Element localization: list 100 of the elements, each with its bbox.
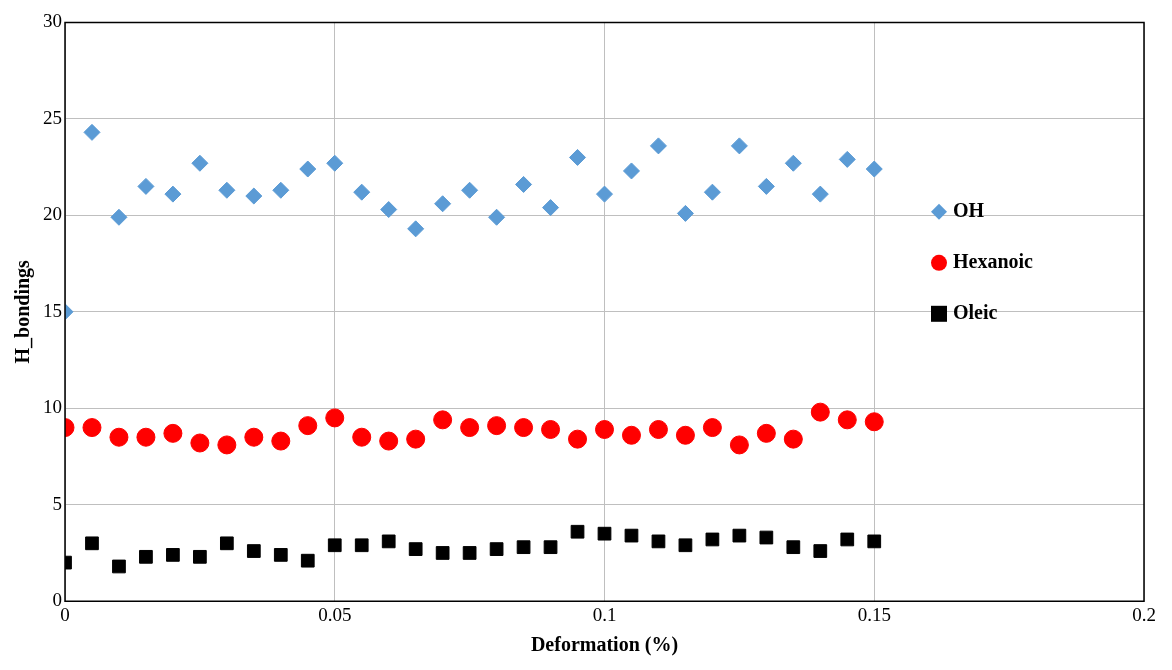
point xyxy=(273,548,288,562)
x-tick-label: 0.05 xyxy=(318,603,352,625)
point xyxy=(381,534,396,549)
point xyxy=(352,427,372,447)
point xyxy=(810,402,830,422)
point xyxy=(514,418,534,438)
point xyxy=(595,419,614,439)
point xyxy=(83,123,101,141)
point xyxy=(325,408,345,428)
point xyxy=(676,204,694,222)
point xyxy=(112,559,126,574)
y-tick-label: 25 xyxy=(43,106,62,128)
point xyxy=(218,181,236,199)
point xyxy=(624,528,639,543)
point xyxy=(298,416,318,436)
point xyxy=(569,148,587,166)
point xyxy=(300,553,315,568)
point xyxy=(621,425,641,445)
y-tick-label: 30 xyxy=(43,10,62,32)
point xyxy=(85,536,99,551)
point xyxy=(759,530,774,545)
point xyxy=(245,187,263,205)
point xyxy=(702,418,722,438)
point xyxy=(408,542,423,556)
y-tick-label: 5 xyxy=(52,492,62,514)
point xyxy=(191,154,209,172)
point xyxy=(380,201,398,219)
point xyxy=(164,185,182,203)
point xyxy=(82,418,102,438)
point xyxy=(678,538,693,553)
point xyxy=(840,532,855,547)
point xyxy=(811,185,829,203)
point xyxy=(867,534,882,549)
point xyxy=(649,137,667,155)
point xyxy=(327,538,342,553)
y-tick-label: 15 xyxy=(43,299,62,321)
point xyxy=(543,540,558,555)
point xyxy=(379,431,399,451)
point xyxy=(461,181,479,199)
point xyxy=(299,160,317,178)
point xyxy=(541,419,561,439)
point xyxy=(271,431,291,451)
point xyxy=(219,536,234,551)
point xyxy=(489,542,504,556)
point xyxy=(837,410,857,430)
point xyxy=(190,433,210,453)
point xyxy=(542,199,560,217)
point xyxy=(784,154,802,172)
point xyxy=(622,162,640,180)
point xyxy=(568,429,588,449)
point xyxy=(435,546,450,560)
legend-label: Hexanoic xyxy=(952,249,1034,272)
y-tick-label: 0 xyxy=(52,589,62,611)
point xyxy=(813,544,828,558)
point xyxy=(110,208,128,226)
point xyxy=(865,160,883,178)
point xyxy=(786,540,801,555)
point xyxy=(136,427,156,447)
point xyxy=(244,427,264,447)
point xyxy=(407,220,425,238)
point xyxy=(163,423,183,443)
point xyxy=(354,538,369,553)
x-tick-label: 0.1 xyxy=(592,603,617,625)
point xyxy=(139,549,153,564)
y-tick-label: 10 xyxy=(43,396,62,418)
point xyxy=(651,534,666,549)
point xyxy=(109,427,129,447)
point xyxy=(838,150,856,168)
point xyxy=(515,175,533,193)
point xyxy=(570,524,585,539)
point xyxy=(783,429,803,449)
point xyxy=(864,412,884,432)
point xyxy=(433,410,453,430)
point xyxy=(648,419,668,439)
point xyxy=(488,208,506,226)
point xyxy=(246,544,261,558)
point xyxy=(460,418,480,438)
point xyxy=(729,435,749,455)
point xyxy=(326,154,344,172)
point xyxy=(597,526,612,541)
point xyxy=(732,528,747,543)
point xyxy=(675,425,695,445)
y-axis-title: H_bondings xyxy=(11,259,35,364)
point xyxy=(434,195,452,213)
point xyxy=(705,532,720,547)
point xyxy=(757,177,775,195)
point xyxy=(756,423,776,443)
y-tick-label: 20 xyxy=(43,203,62,225)
point xyxy=(166,548,180,562)
point xyxy=(730,137,748,155)
point xyxy=(516,540,531,555)
point xyxy=(137,177,155,195)
point xyxy=(703,183,721,201)
x-tick-label: 0.2 xyxy=(1132,603,1156,625)
point xyxy=(462,546,477,560)
point xyxy=(217,435,237,455)
point xyxy=(406,429,426,449)
point xyxy=(193,549,207,564)
x-axis-title: Deformation (%) xyxy=(530,633,679,657)
point xyxy=(596,185,613,203)
